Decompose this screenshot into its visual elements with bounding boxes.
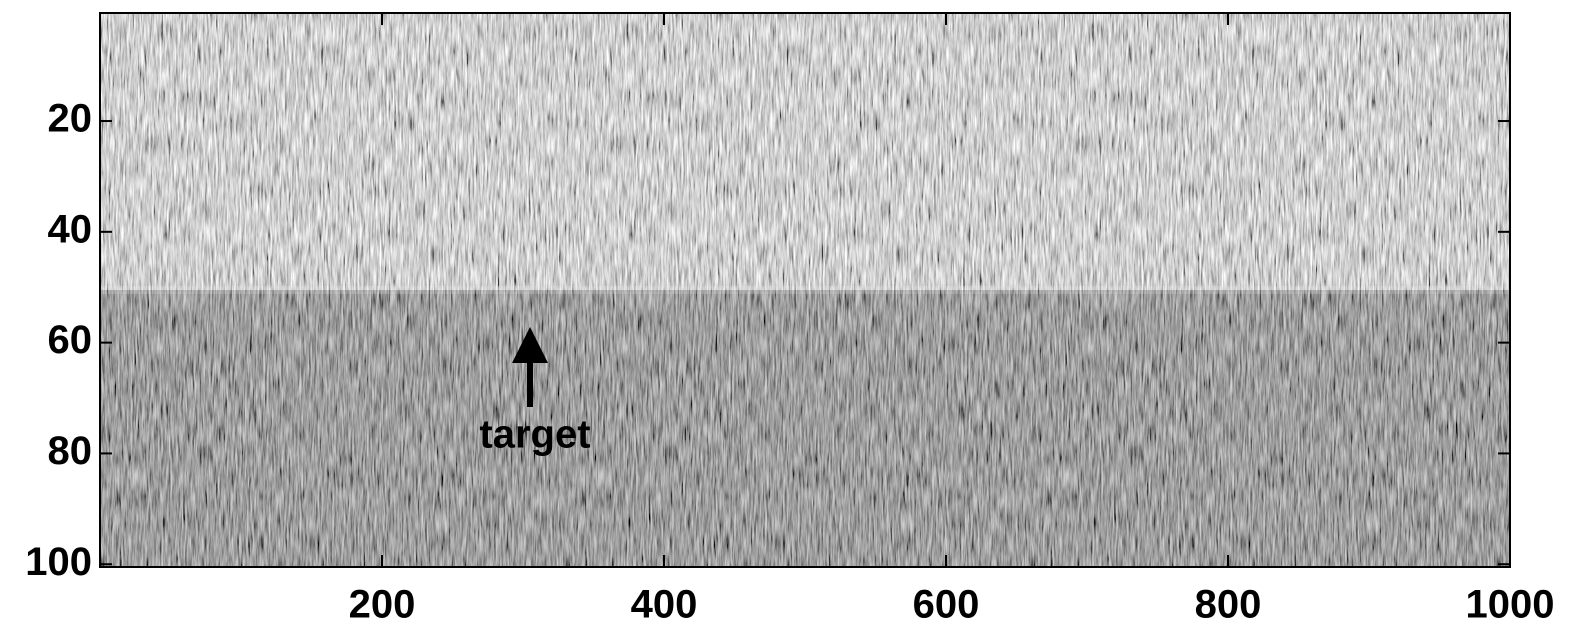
y-tick-label: 100 bbox=[25, 540, 92, 584]
image-data bbox=[100, 13, 1510, 567]
x-tick-label: 400 bbox=[631, 583, 698, 627]
plot-frame bbox=[99, 12, 1511, 568]
x-tick-label: 1000 bbox=[1466, 583, 1555, 627]
x-tick-label: 200 bbox=[349, 583, 416, 627]
x-tick-label: 800 bbox=[1195, 583, 1262, 627]
plot-area bbox=[99, 12, 1511, 568]
image-upper-band bbox=[100, 13, 1510, 290]
y-tick-label: 40 bbox=[48, 207, 93, 251]
image-lower-band bbox=[100, 290, 1510, 567]
x-tick-label: 600 bbox=[913, 583, 980, 627]
band-boundary bbox=[100, 286, 1510, 294]
y-tick-label: 20 bbox=[48, 97, 93, 141]
annotation: target bbox=[479, 413, 590, 457]
y-tick-label: 60 bbox=[48, 318, 93, 362]
y-tick-label: 80 bbox=[48, 429, 93, 473]
